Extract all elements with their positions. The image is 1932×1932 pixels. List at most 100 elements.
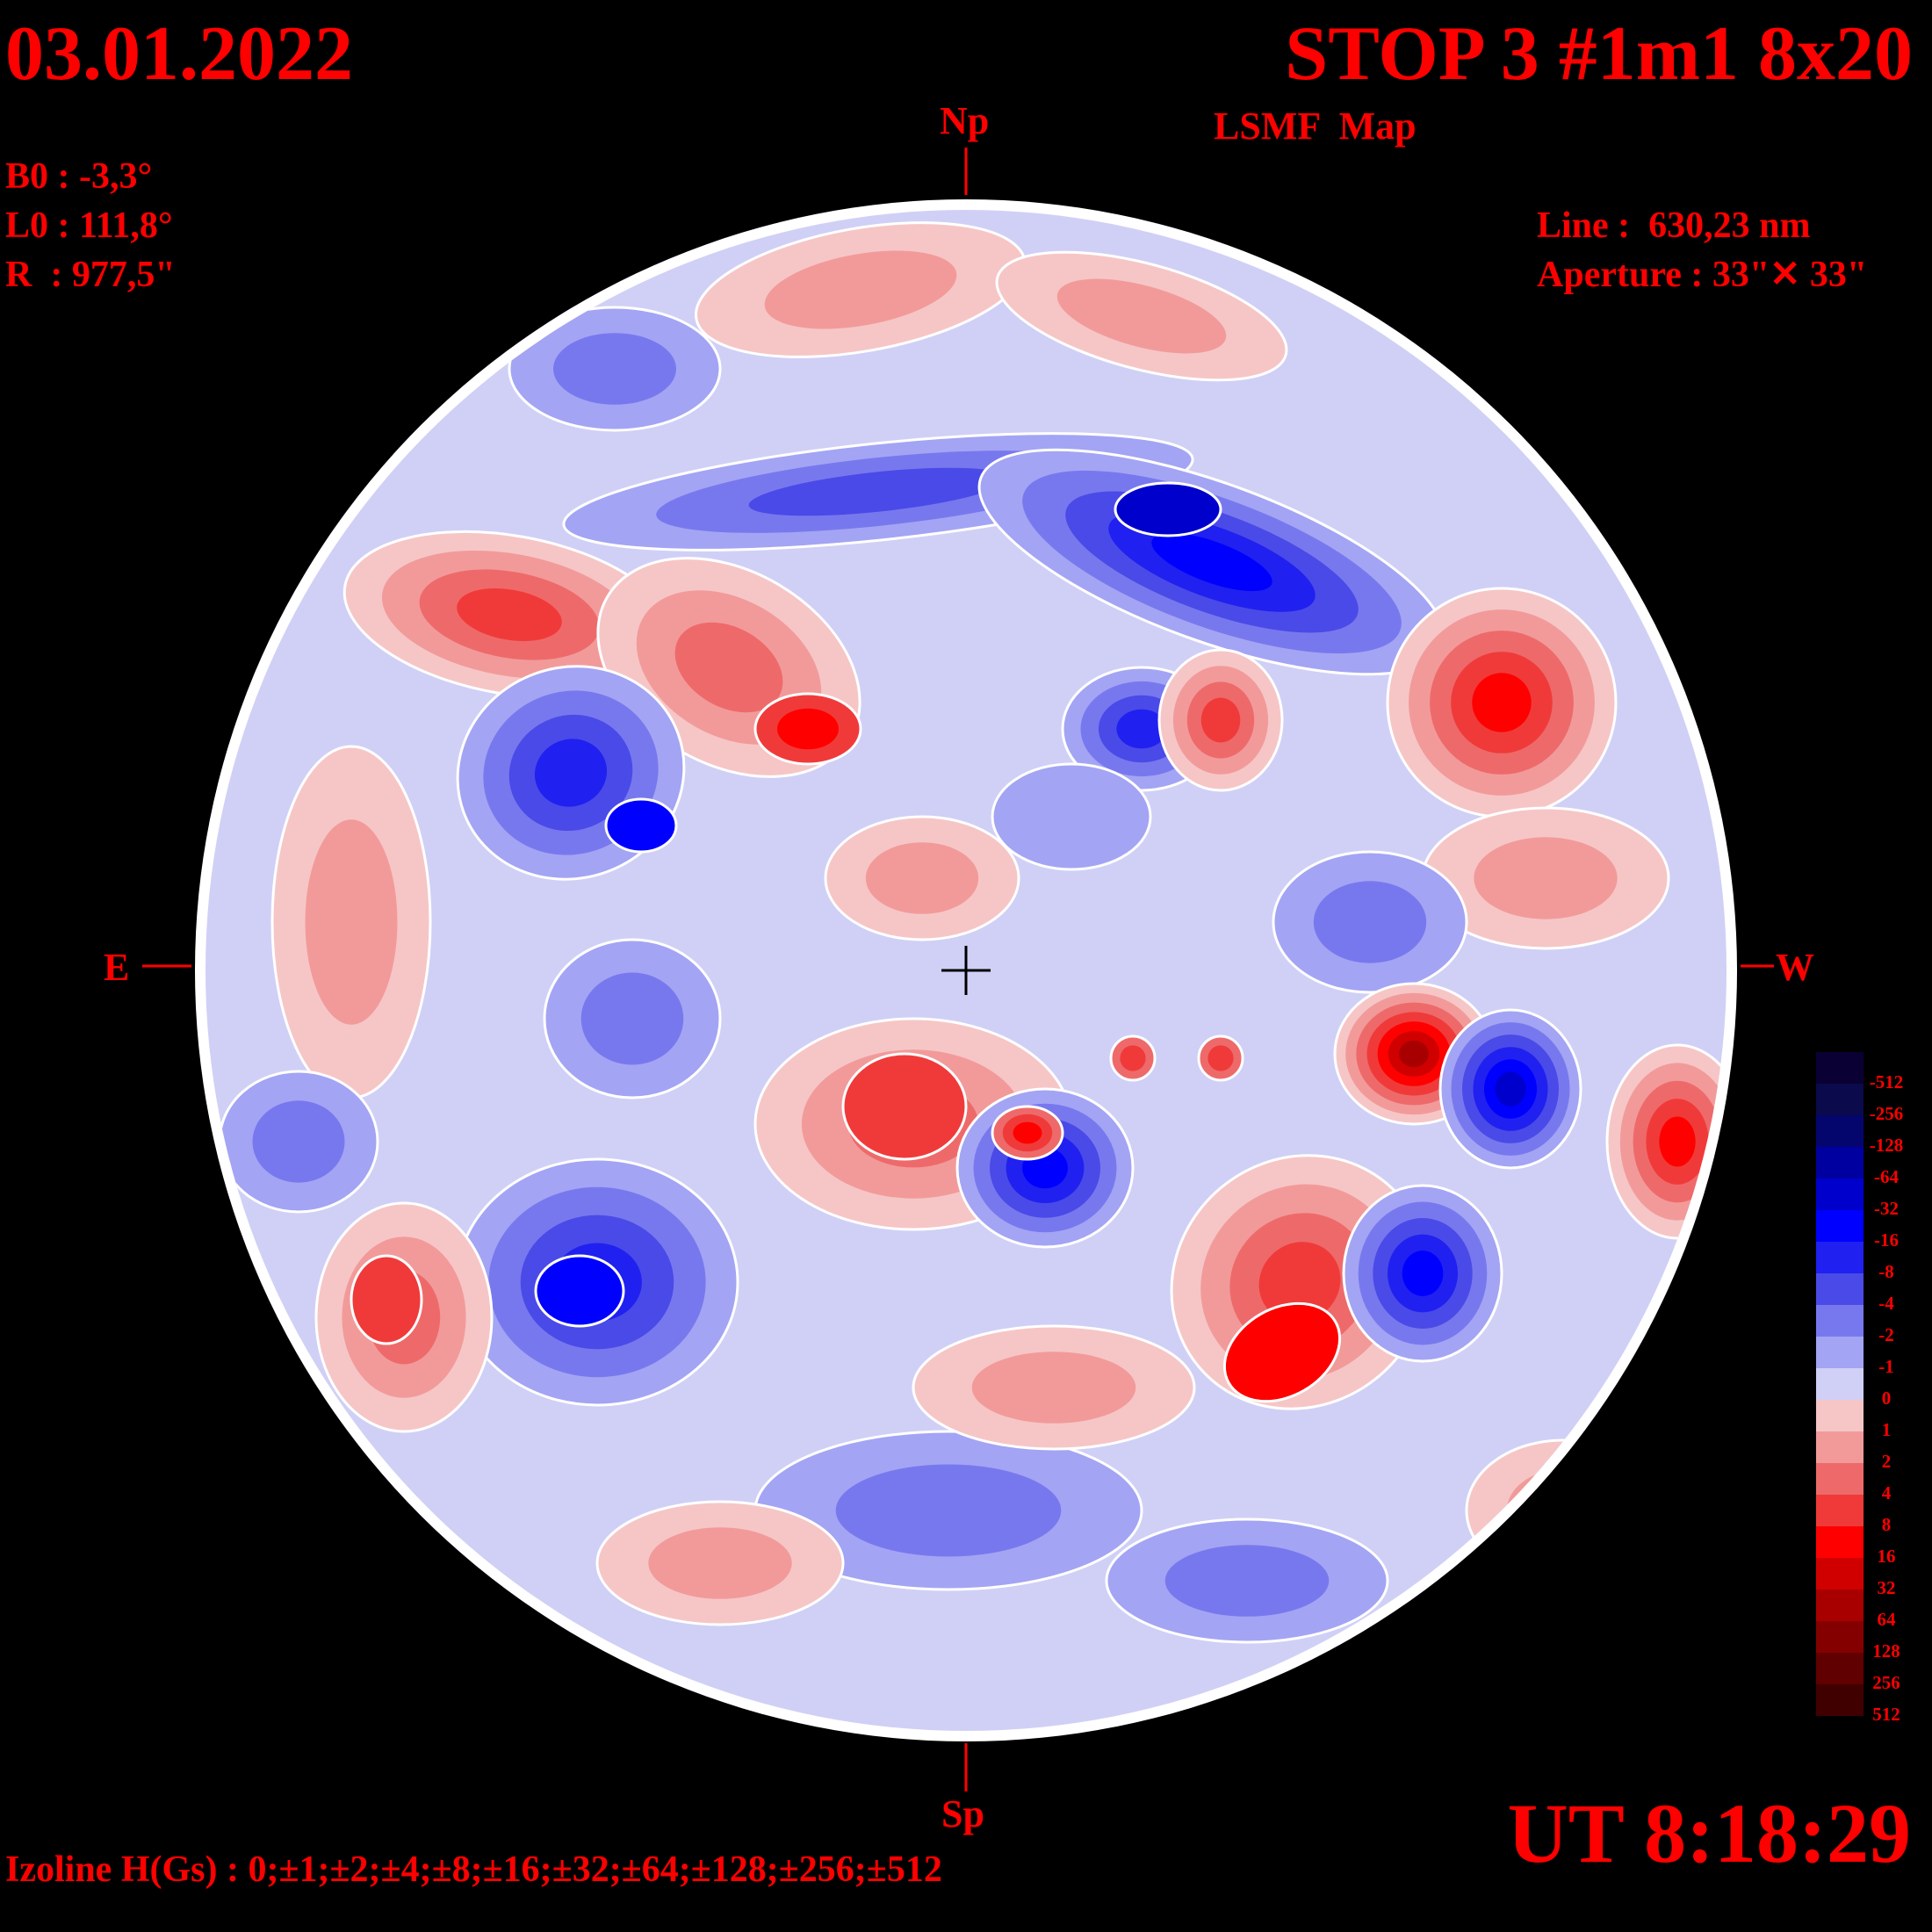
legend-swatch: [1816, 1115, 1864, 1147]
field-contour: [553, 333, 676, 405]
observation-time: UT 8:18:29: [1507, 1786, 1911, 1880]
field-contour: [1114, 481, 1222, 537]
field-contour: [1472, 673, 1532, 732]
legend-swatch: [1816, 1179, 1864, 1210]
legend-swatch: [1816, 1495, 1864, 1526]
legend-label: 16: [1877, 1546, 1896, 1567]
field-contour: [534, 739, 608, 807]
legend-swatch: [1816, 1400, 1864, 1431]
legend-label: 4: [1881, 1482, 1892, 1503]
legend-swatch: [1816, 1210, 1864, 1242]
legend-label: -128: [1869, 1135, 1904, 1156]
legend-label: -1: [1878, 1356, 1894, 1377]
legend-swatch: [1816, 1242, 1864, 1273]
field-contour: [1399, 1040, 1429, 1068]
field-contour: [1495, 1071, 1526, 1107]
param-radius: R : 977,5": [5, 255, 176, 295]
legend-swatch: [1816, 1337, 1864, 1368]
field-contour: [1120, 1045, 1146, 1071]
param-b0: B0 : -3,3°: [5, 156, 153, 197]
legend-label: 256: [1872, 1672, 1900, 1693]
field-contour: [991, 762, 1152, 871]
compass-markers: [142, 148, 1774, 1791]
field-contour: [580, 972, 684, 1065]
legend-swatch: [1816, 1463, 1864, 1495]
field-contour: [1208, 1045, 1234, 1071]
param-l0: L0 : 111,8°: [5, 205, 173, 246]
legend-swatch: [1816, 1526, 1864, 1558]
legend-label: 1: [1881, 1419, 1892, 1440]
legend-label: 32: [1877, 1577, 1896, 1598]
field-contour: [1474, 837, 1618, 919]
north-pole-label: Np: [940, 99, 990, 142]
legend-label: -32: [1874, 1198, 1899, 1219]
legend-label: 128: [1872, 1640, 1900, 1662]
field-contour: [1116, 709, 1167, 749]
field-contour: [835, 1464, 1062, 1557]
observation-date: 03.01.2022: [5, 11, 353, 97]
legend-swatch: [1816, 1147, 1864, 1179]
legend-label: 512: [1872, 1704, 1900, 1725]
legend-swatch: [1816, 1431, 1864, 1463]
field-contour: [534, 1254, 625, 1328]
field-contour: [1200, 697, 1241, 743]
legend-swatch: [1816, 1273, 1864, 1305]
legend-label: -512: [1869, 1071, 1904, 1092]
south-pole-label: Sp: [941, 1792, 984, 1835]
field-patches: [218, 221, 1727, 1644]
field-contour: [1313, 881, 1427, 963]
field-contour: [764, 250, 957, 329]
legend-swatch: [1816, 1558, 1864, 1590]
map-title: STOP 3 #1m1 8x20: [1285, 11, 1913, 97]
legend-swatch: [1816, 1305, 1864, 1337]
map-subtitle: LSMF Map: [1214, 105, 1417, 148]
field-contour: [1659, 1116, 1696, 1167]
field-contour: [305, 819, 398, 1025]
legend-label: 64: [1877, 1609, 1896, 1630]
isoline-levels: Izoline H(Gs) : 0;±1;±2;±4;±8;±16;±32;±6…: [5, 1849, 942, 1890]
field-contour: [604, 797, 678, 854]
field-contour: [1056, 278, 1227, 354]
legend-swatch: [1816, 1684, 1864, 1716]
field-contour: [252, 1100, 345, 1183]
legend-label: 0: [1881, 1388, 1892, 1409]
legend-swatch: [1816, 1084, 1864, 1115]
magnetogram-disk: [205, 210, 1727, 1731]
param-aperture: Aperture : 33"✕ 33": [1537, 255, 1868, 295]
legend-label: 2: [1881, 1451, 1892, 1472]
legend-swatch: [1816, 1590, 1864, 1621]
field-contour: [1258, 1242, 1341, 1323]
field-contour: [1222, 1301, 1342, 1403]
field-contour: [1151, 532, 1272, 592]
param-spectral-line: Line : 630,23 nm: [1537, 205, 1811, 246]
field-contour: [971, 1352, 1136, 1424]
legend-swatch: [1816, 1052, 1864, 1084]
legend-label: 8: [1881, 1514, 1892, 1535]
east-label: E: [104, 946, 130, 989]
legend-swatch: [1816, 1653, 1864, 1684]
legend-label: -4: [1878, 1293, 1894, 1314]
field-contour: [865, 842, 979, 914]
legend-label: -64: [1874, 1166, 1899, 1187]
west-label: W: [1776, 946, 1814, 989]
legend-label: -256: [1869, 1103, 1904, 1124]
field-contour: [777, 708, 839, 750]
field-contour: [457, 588, 562, 642]
field-contour: [350, 1254, 423, 1345]
field-contour: [1465, 1438, 1662, 1582]
legend-label: -16: [1874, 1229, 1899, 1251]
field-contour: [1402, 1251, 1444, 1296]
field-contour: [748, 467, 1008, 516]
field-contour: [1013, 1121, 1042, 1144]
field-contour: [674, 622, 783, 713]
legend-label: -8: [1878, 1261, 1894, 1282]
field-contour: [841, 1052, 968, 1161]
field-contour: [648, 1527, 792, 1599]
field-contour: [1506, 1469, 1620, 1552]
legend-label: -2: [1878, 1324, 1894, 1345]
legend-swatch: [1816, 1368, 1864, 1400]
center-crosshair-icon: [941, 946, 991, 995]
legend-swatch: [1816, 1621, 1864, 1653]
field-contour: [1164, 1545, 1330, 1617]
